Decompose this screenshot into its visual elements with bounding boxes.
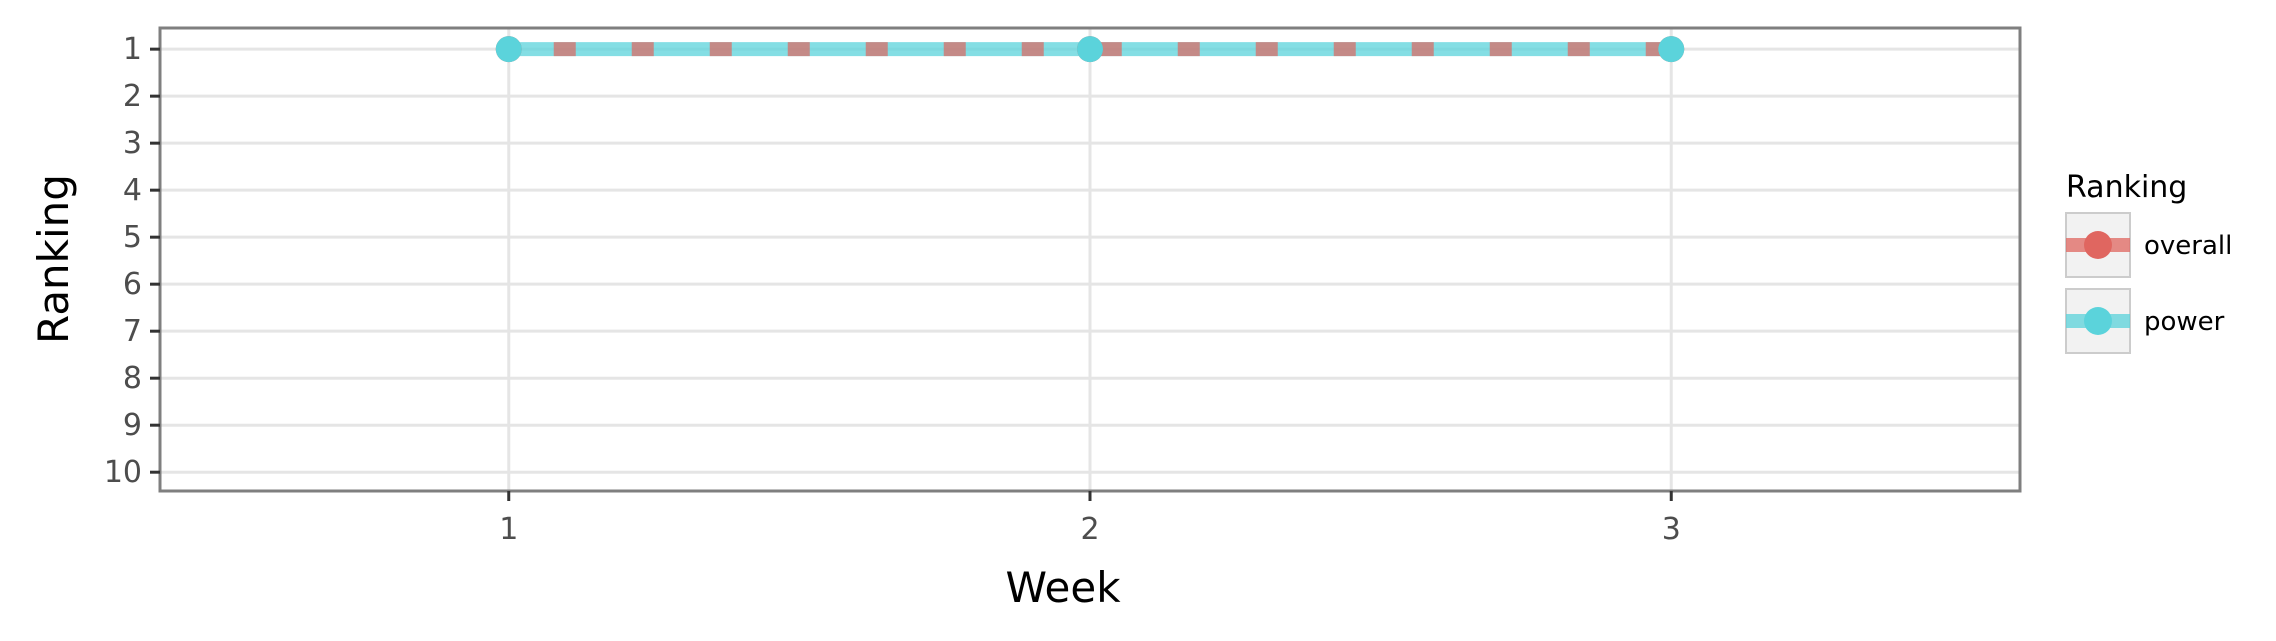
data-point-power (495, 36, 522, 63)
x-axis: 1 2 3 (499, 491, 1681, 547)
x-tick-label: 1 (499, 512, 518, 547)
legend-marker-overall (2084, 231, 2112, 259)
x-axis-title: Week (1005, 563, 1121, 612)
series-layer (495, 36, 1685, 63)
y-tick-label: 1 (123, 32, 142, 67)
y-tick-label: 3 (123, 126, 142, 161)
y-tick-label: 4 (123, 173, 142, 208)
y-tick-label: 8 (123, 361, 142, 396)
y-tick-label: 5 (123, 220, 142, 255)
y-tick-label: 7 (123, 314, 142, 349)
y-tick-label: 10 (104, 455, 142, 490)
legend: Ranking overall power (2065, 170, 2232, 354)
y-axis: 1 2 3 4 5 6 7 8 9 10 (104, 32, 160, 490)
y-axis-title: Ranking (29, 174, 78, 344)
legend-label-power: power (2144, 307, 2225, 337)
legend-title: Ranking (2066, 170, 2187, 205)
legend-marker-power (2084, 307, 2112, 335)
data-point-power (1077, 36, 1103, 63)
x-tick-label: 2 (1080, 512, 1099, 547)
legend-label-overall: overall (2144, 231, 2232, 261)
legend-items: overall power (2065, 212, 2232, 354)
y-tick-label: 9 (123, 408, 142, 443)
y-tick-label: 2 (123, 79, 142, 114)
y-tick-label: 6 (123, 267, 142, 302)
x-tick-label: 3 (1662, 512, 1681, 547)
data-point-power (1658, 36, 1685, 63)
gridlines (160, 28, 2020, 491)
